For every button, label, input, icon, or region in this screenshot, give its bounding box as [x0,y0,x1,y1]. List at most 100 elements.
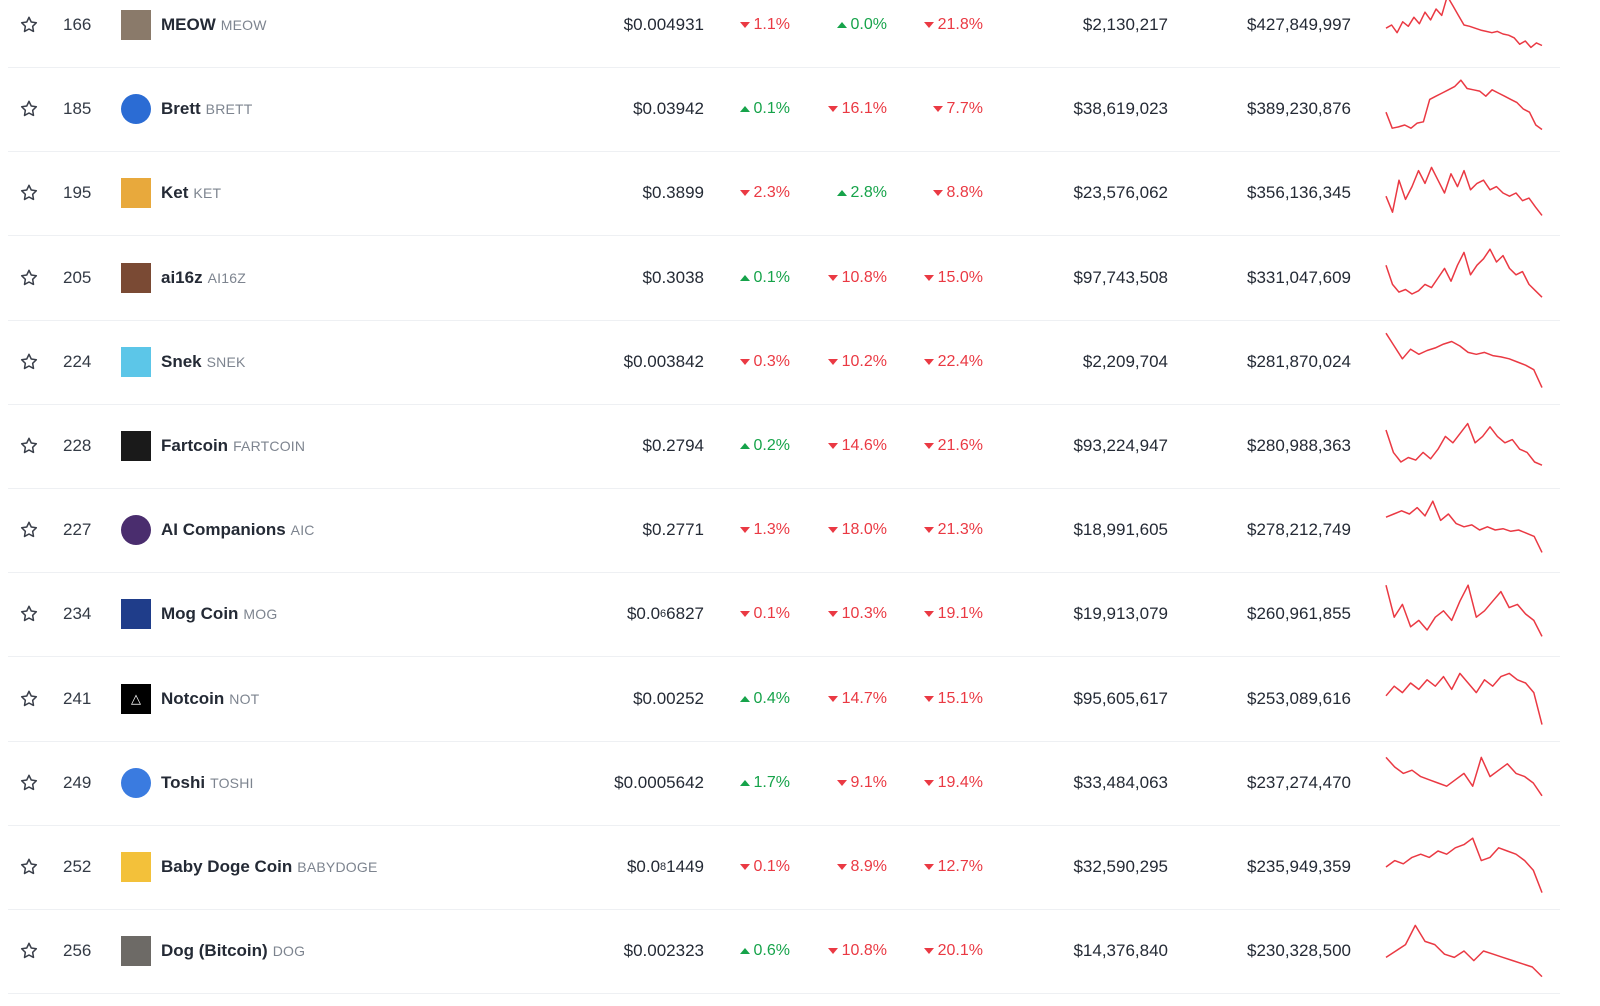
price: $0.03942 [568,67,704,151]
volume-24h: $33,484,063 [1073,772,1168,792]
change-arrow-icon [836,22,847,28]
change-7d: 19.1% [903,572,983,656]
price-value: $0.00252 [633,688,704,708]
coin-name-link[interactable]: Fartcoin FARTCOIN [161,404,305,488]
sparkline-path [1385,0,1543,49]
coin-name-link[interactable]: Toshi TOSHI [161,741,254,825]
change-7d: 21.3% [903,488,983,572]
dog-bitcoin-icon [121,936,151,967]
volume-24h: $38,619,023 [1073,99,1168,119]
change-24h-value: 10.8% [841,942,887,960]
price: $0.00252 [568,657,704,741]
change-24h-value: 0.0% [850,16,887,33]
table-row[interactable]: 166 MEOW MEOW $0.004931 1.1% 0.0% 21.8% $… [8,0,1560,68]
coin-name: AI Companions [161,520,286,540]
sparkline-7d [1380,236,1548,320]
change-24h: 10.3% [808,572,887,656]
coin-name-link[interactable]: Brett BRETT [161,67,253,151]
table-row[interactable]: 256 Dog (Bitcoin) DOG $0.002323 0.6% 10.8… [8,909,1560,995]
coin-name-link[interactable]: Baby Doge Coin BABYDOGE [161,825,377,909]
change-1h-value: 1.3% [753,521,790,539]
star-icon[interactable] [18,825,40,909]
sparkline-7d [1380,404,1548,488]
volume-24h: $32,590,295 [1073,857,1168,876]
change-7d: 12.7% [903,825,983,909]
change-24h: 2.8% [808,151,887,235]
sparkline-7d [1380,657,1548,741]
table-row[interactable]: 205 ai16z AI16Z $0.3038 0.1% 10.8% 15.0% … [8,236,1560,321]
coin-symbol: BABYDOGE [297,859,378,875]
price: $0.0 8 1449 [568,825,704,909]
star-icon[interactable] [18,404,40,488]
table-row[interactable]: 249 Toshi TOSHI $0.0005642 1.7% 9.1% 19.4… [8,741,1560,826]
sparkline-path [1385,584,1543,638]
coin-name-link[interactable]: Mog Coin MOG [161,572,277,656]
change-arrow-icon [739,948,750,955]
sparkline-7d [1380,151,1548,235]
star-icon[interactable] [18,657,40,741]
change-arrow-icon [739,779,750,786]
change-24h: 14.7% [808,657,887,741]
change-1h-value: 0.6% [753,942,790,960]
change-7d-value: 15.0% [937,268,983,286]
change-7d-value: 7.7% [946,100,983,118]
change-arrow-icon [739,274,750,281]
sparkline-7d [1380,488,1548,572]
table-row[interactable]: 195 Ket KET $0.3899 2.3% 2.8% 8.8% $23,57… [8,151,1560,237]
coin-name-link[interactable]: Notcoin NOT [161,657,259,741]
coin-symbol: SNEK [206,353,246,370]
coin-name-link[interactable]: ai16z AI16Z [161,236,246,320]
change-24h: 14.6% [808,404,887,488]
change-arrow-icon [739,695,750,702]
table-row[interactable]: 234 Mog Coin MOG $0.0 6 6827 0.1% 10.3% 19.… [8,572,1560,658]
change-1h-value: 0.1% [753,100,790,118]
star-icon[interactable] [18,320,40,404]
coin-symbol: MOG [243,606,278,623]
change-7d-value: 21.3% [937,521,983,539]
market-cap: $281,870,024 [1247,351,1351,371]
change-24h: 18.0% [808,488,887,572]
star-icon[interactable] [18,741,40,825]
market-cap: $230,328,500 [1247,941,1351,961]
change-1h-value: 1.1% [753,16,790,33]
price-value: $0.0 [626,857,661,876]
change-7d-value: 8.8% [946,184,983,202]
table-row[interactable]: 241 △ Notcoin NOT $0.00252 0.4% 14.7% 15.… [8,657,1560,742]
table-row[interactable]: 227 AI Companions AIC $0.2771 1.3% 18.0% … [8,488,1560,574]
sparkline-path [1385,79,1543,131]
star-icon[interactable] [18,151,40,235]
star-icon[interactable] [18,236,40,320]
coin-symbol: AIC [290,522,315,539]
star-icon[interactable] [18,488,40,572]
table-row[interactable]: 224 Snek SNEK $0.003842 0.3% 10.2% 22.4% … [8,320,1560,405]
change-24h: 10.2% [808,320,887,404]
table-row[interactable]: 252 Baby Doge Coin BABYDOGE $0.0 8 1449 0.1… [8,825,1560,910]
ai-companions-avatar-icon [121,515,151,546]
change-1h: 0.4% [718,657,790,741]
change-1h-value: 0.3% [753,352,790,370]
star-icon[interactable] [18,572,40,656]
sparkline-7d [1380,825,1548,909]
change-1h: 2.3% [718,151,790,235]
price: $0.3899 [568,151,704,235]
coin-name-link[interactable]: AI Companions AIC [161,488,315,572]
coin-name-link[interactable]: MEOW MEOW [161,0,267,67]
sparkline-7d [1380,0,1548,67]
star-icon[interactable] [18,909,40,993]
table-row[interactable]: 185 Brett BRETT $0.03942 0.1% 16.1% 7.7% … [8,67,1560,153]
coin-name-link[interactable]: Ket KET [161,151,221,235]
coin-name-link[interactable]: Snek SNEK [161,320,246,404]
rank: 228 [63,436,92,455]
rank: 205 [63,267,92,287]
coin-name-link[interactable]: Dog (Bitcoin) DOG [161,909,305,993]
star-icon[interactable] [18,0,40,67]
change-1h-value: 0.1% [753,268,790,286]
change-arrow-icon [923,779,934,786]
table-row[interactable]: 228 Fartcoin FARTCOIN $0.2794 0.2% 14.6% … [8,404,1560,489]
coin-name: Fartcoin [161,436,229,455]
star-icon[interactable] [18,67,40,151]
price-zero-count: 8 [660,861,667,873]
change-24h-value: 10.3% [841,605,887,623]
sparkline-path [1385,248,1543,298]
volume-24h: $23,576,062 [1073,183,1168,203]
